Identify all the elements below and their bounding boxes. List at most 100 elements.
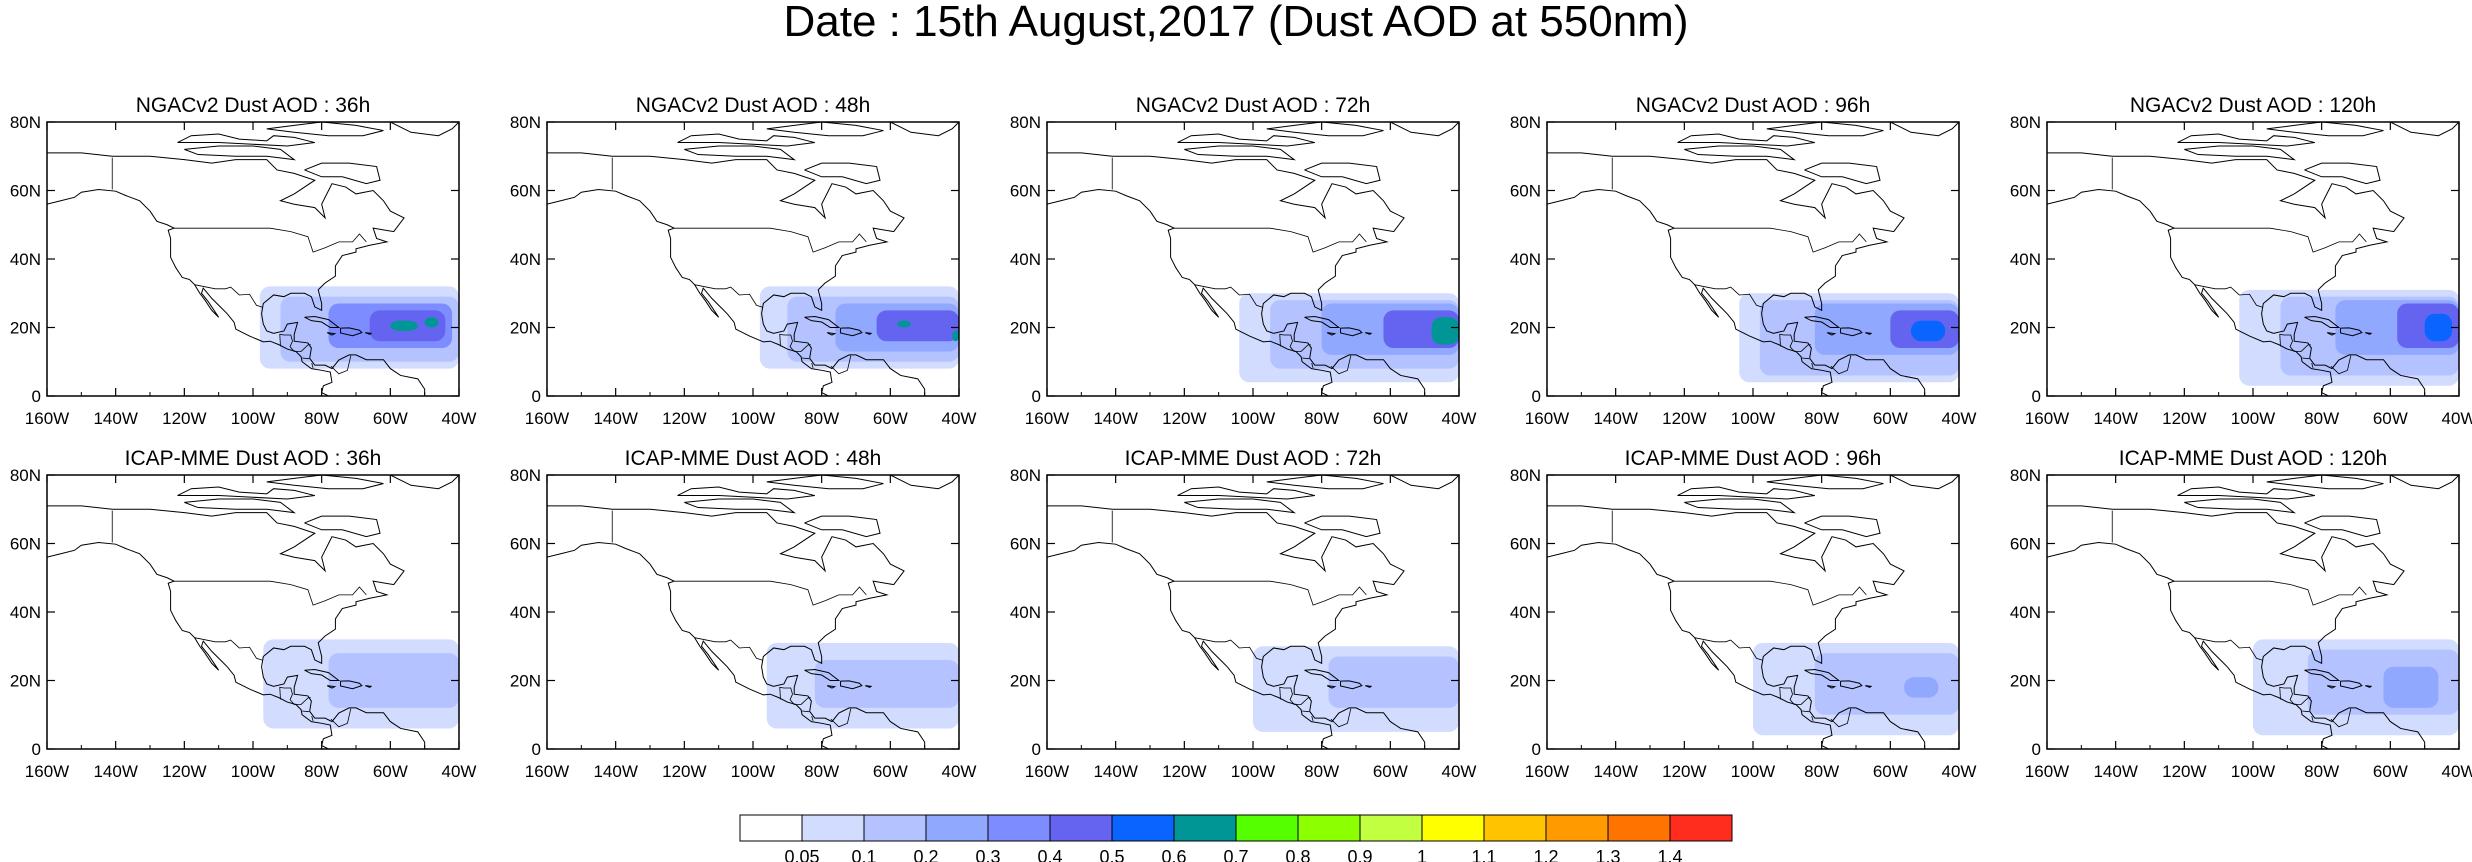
country-border: [674, 580, 867, 606]
colorbar-swatch: [739, 814, 803, 842]
coastline: [766, 475, 884, 490]
lat-tick-label: 0: [1032, 387, 1041, 406]
coastline: [804, 669, 841, 681]
coastline: [1365, 685, 1373, 688]
lat-tick-label: 20N: [2010, 319, 2041, 338]
coastline: [1547, 188, 1833, 396]
lon-tick-label: 140W: [1593, 409, 1637, 428]
coastline: [1766, 475, 1884, 490]
country-border: [2302, 710, 2310, 713]
lon-tick-label: 100W: [731, 762, 775, 781]
coastline: [677, 133, 815, 147]
country-border: [1674, 227, 1867, 253]
lon-tick-label: 160W: [25, 762, 69, 781]
colorbar-swatch: [925, 814, 989, 842]
coastline: [1804, 316, 1841, 328]
coastline: [1865, 332, 1873, 335]
lat-tick-label: 80N: [1010, 113, 1041, 132]
country-border: [2311, 716, 2314, 722]
coastline: [1547, 152, 1926, 396]
lat-tick-label: 0: [1032, 740, 1041, 759]
coastline: [1684, 145, 1797, 161]
panel-title: NGACv2 Dust AOD : 72h: [1136, 94, 1371, 117]
coastline: [1840, 680, 1863, 690]
map-panel: ICAP-MME Dust AOD : 72h 160W 140W 120W 100W 8…: [1010, 447, 1477, 781]
country-border: [174, 580, 367, 606]
coastline: [365, 332, 373, 335]
colorbar-label: 1: [1417, 847, 1427, 862]
coastline: [1340, 680, 1363, 690]
lon-tick-label: 40W: [942, 762, 977, 781]
coastline: [2177, 133, 2315, 147]
colorbar-swatch: [1111, 814, 1175, 842]
coastline: [1177, 133, 1315, 147]
lon-tick-label: 40W: [1942, 762, 1977, 781]
coastline: [1304, 669, 1341, 681]
country-border: [1802, 710, 1810, 713]
coastline: [2304, 162, 2381, 185]
coastline: [766, 122, 884, 137]
coastline: [547, 505, 926, 749]
panel-title: ICAP-MME Dust AOD : 72h: [1125, 447, 1382, 470]
coastline: [1047, 152, 1426, 396]
colorbar-label: 1.4: [1657, 847, 1682, 862]
coastline: [1304, 515, 1381, 538]
country-border: [1694, 637, 1763, 661]
lon-tick-label: 100W: [731, 409, 775, 428]
map-panel: ICAP-MME Dust AOD : 48h 160W 140W 120W 100W 8…: [510, 447, 977, 781]
coastline: [47, 505, 426, 749]
aod-field-patch: [328, 653, 459, 708]
country-border: [1311, 716, 1314, 722]
lat-tick-label: 20N: [510, 319, 541, 338]
coastline: [677, 486, 815, 500]
coastline: [1184, 498, 1297, 514]
lat-tick-label: 80N: [1010, 466, 1041, 485]
country-border: [2302, 357, 2310, 360]
aod-field-patch: [390, 320, 418, 331]
lat-tick-label: 0: [2032, 387, 2041, 406]
colorbar-swatch: [1235, 814, 1299, 842]
lat-tick-label: 40N: [510, 250, 541, 269]
coastline: [865, 332, 873, 335]
colorbar-label: 0.5: [1099, 847, 1124, 862]
lon-tick-label: 160W: [1525, 409, 1569, 428]
country-border: [1311, 363, 1314, 369]
lon-tick-label: 100W: [2231, 409, 2275, 428]
panel-title: NGACv2 Dust AOD : 48h: [636, 94, 871, 117]
lat-tick-label: 20N: [1510, 672, 1541, 691]
country-border: [279, 686, 311, 705]
coastline: [1326, 332, 1337, 336]
coastline: [340, 327, 363, 337]
coastline: [2390, 122, 2459, 137]
country-border: [2311, 363, 2314, 369]
coastline: [840, 680, 863, 690]
coastline: [2365, 332, 2373, 335]
coastline: [547, 188, 833, 396]
coastline: [1184, 145, 1297, 161]
coastline: [865, 685, 873, 688]
lon-tick-label: 160W: [1525, 762, 1569, 781]
coastline: [804, 162, 881, 185]
lon-tick-label: 40W: [442, 409, 477, 428]
panel-title: ICAP-MME Dust AOD : 48h: [625, 447, 882, 470]
aod-field-patch: [2424, 313, 2453, 342]
aod-field-patch: [2383, 666, 2439, 708]
country-border: [1802, 357, 1810, 360]
coastline: [47, 541, 333, 749]
lat-tick-label: 40N: [1510, 603, 1541, 622]
coastline: [826, 332, 837, 336]
lon-tick-label: 60W: [373, 409, 408, 428]
country-border: [802, 357, 810, 360]
lat-tick-label: 20N: [1010, 672, 1041, 691]
lon-tick-label: 120W: [1162, 409, 1206, 428]
country-border: [2330, 708, 2352, 728]
coastline: [2304, 515, 2381, 538]
coastline: [2047, 152, 2426, 396]
coastline: [1840, 327, 1863, 337]
coastline: [2184, 498, 2297, 514]
country-border: [830, 708, 852, 728]
lon-tick-label: 80W: [1304, 762, 1339, 781]
coastline: [2326, 685, 2337, 689]
lon-tick-label: 140W: [1093, 409, 1137, 428]
coastline: [177, 133, 315, 147]
